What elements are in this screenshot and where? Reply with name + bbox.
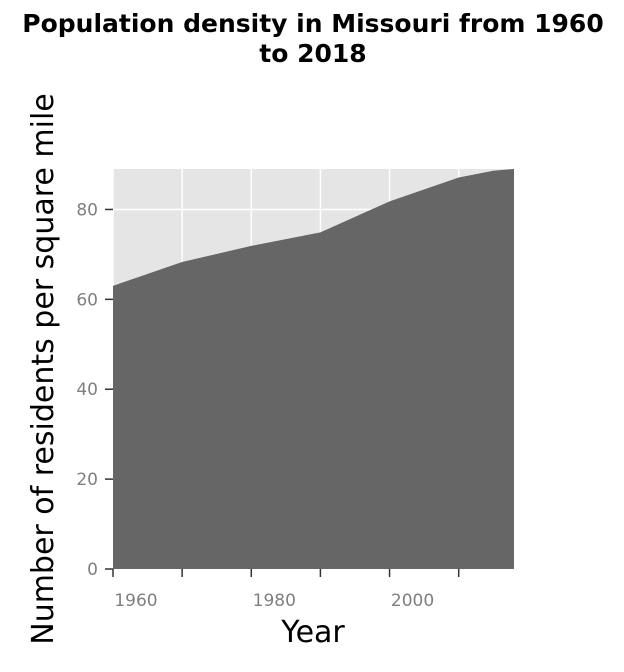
y-axis-title: Number of residents per square mile [26, 93, 61, 645]
chart-title-line-1: Population density in Missouri from 1960 [22, 9, 603, 38]
y-tick-label: 40 [76, 380, 98, 400]
x-tick-label: 2000 [391, 591, 434, 611]
x-axis-title: Year [280, 615, 345, 650]
x-tick-label: 1980 [253, 591, 296, 611]
y-tick-label: 20 [76, 470, 98, 490]
x-tick-label: 1960 [114, 591, 157, 611]
axis-ticks: 1960 1980 2000 0 20 40 60 80 [76, 200, 460, 611]
chart-title-line-2: to 2018 [259, 39, 366, 68]
area-series [113, 169, 514, 569]
y-tick-label: 60 [76, 290, 98, 310]
y-tick-label: 0 [87, 560, 98, 580]
y-tick-label: 80 [76, 200, 98, 220]
